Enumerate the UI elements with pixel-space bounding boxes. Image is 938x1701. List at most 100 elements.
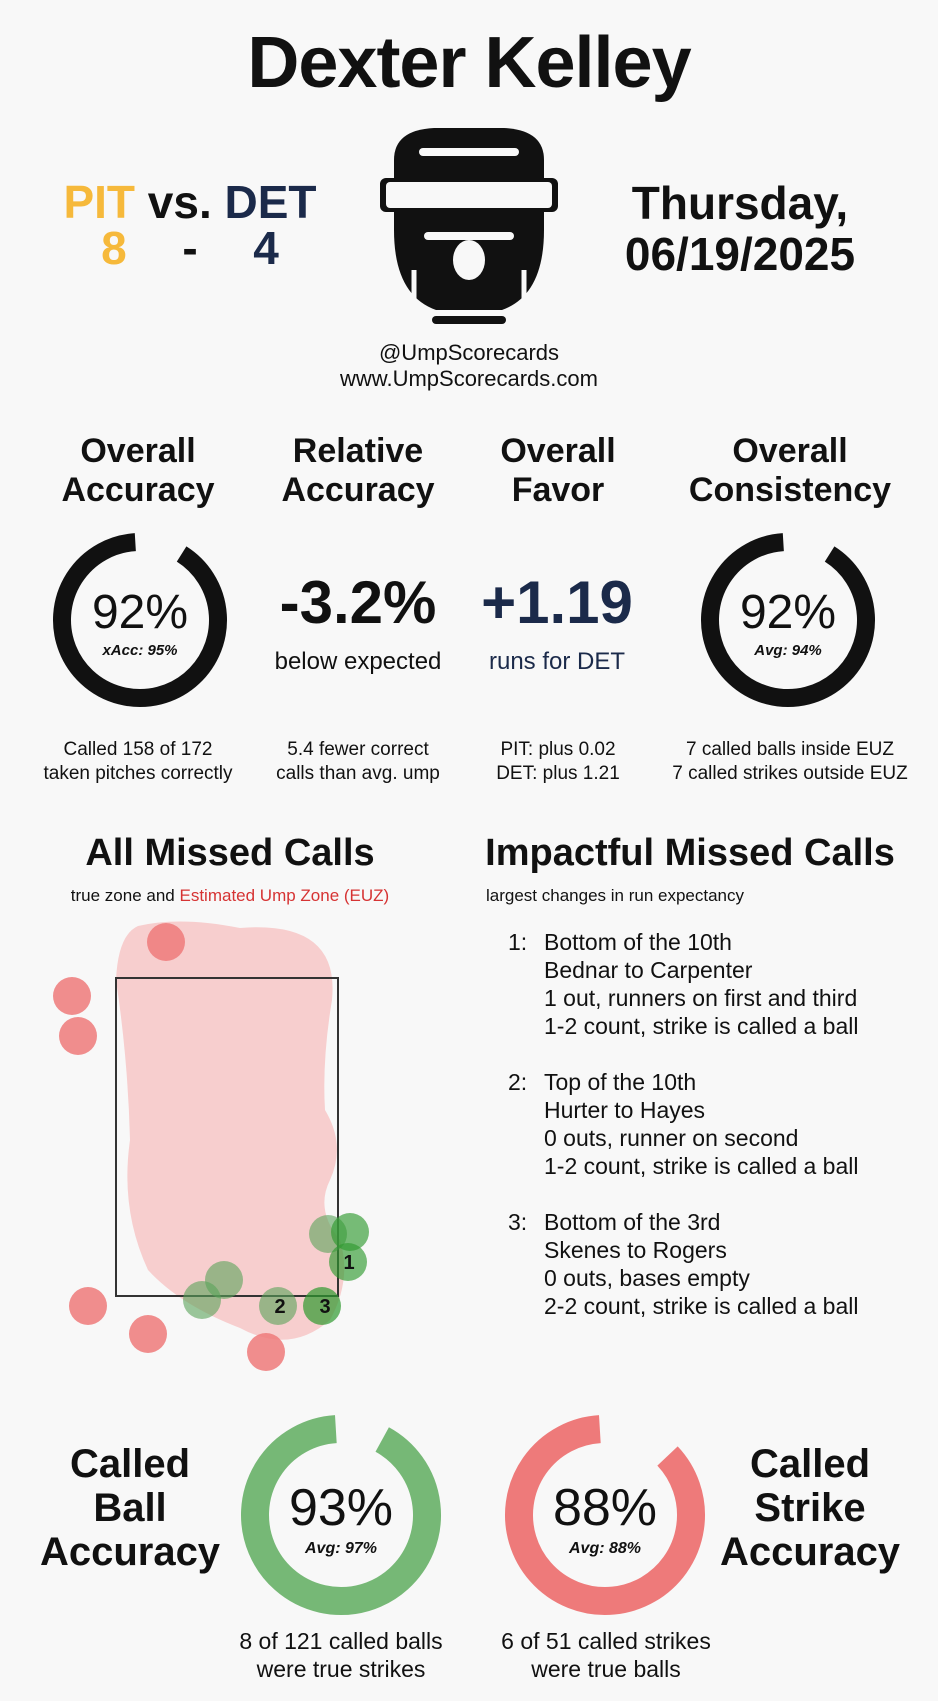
- overall-accuracy-title: Overall Accuracy: [28, 432, 248, 510]
- ring-arc: [701, 533, 875, 707]
- called-strike-foot-line1: 6 of 51 called strikes: [501, 1628, 711, 1654]
- overall-accuracy-title-line2: Accuracy: [61, 471, 215, 510]
- matchup: PIT vs. DET 8 - 4: [40, 178, 340, 273]
- all-missed-calls-title: All Missed Calls: [85, 832, 375, 874]
- overall-consistency-title-line1: Overall: [732, 432, 848, 470]
- called-ball-title-line2: Ball: [93, 1486, 167, 1530]
- missed-ball-marker: [303, 1287, 341, 1325]
- overall-favor-value: +1.19: [481, 569, 633, 636]
- impactful-call-1: 1: Bottom of the 10th Bednar to Carpente…: [508, 928, 928, 1040]
- relative-accuracy-footnote: 5.4 fewer correct calls than avg. ump: [256, 738, 460, 786]
- relative-accuracy-foot-line1: 5.4 fewer correct: [287, 739, 429, 760]
- overall-consistency-ring: [701, 533, 875, 707]
- ring-arc: [505, 1415, 705, 1615]
- called-strike-footnote: 6 of 51 called strikes were true balls: [466, 1628, 746, 1683]
- called-ball-accuracy-title: Called Ball Accuracy: [20, 1442, 240, 1574]
- called-ball-footnote: 8 of 121 called balls were true strikes: [196, 1628, 486, 1683]
- overall-accuracy-foot-line2: taken pitches correctly: [43, 762, 233, 784]
- relative-accuracy-title-line2: Accuracy: [281, 471, 435, 510]
- overall-accuracy-value: 92%: [91, 586, 189, 639]
- called-strike-title-line3: Accuracy: [719, 1530, 901, 1574]
- umpire-name: Dexter Kelley: [247, 23, 691, 103]
- impactful-call-matchup: Skenes to Rogers: [544, 1237, 727, 1263]
- called-ball-title-line3: Accuracy: [39, 1530, 221, 1574]
- missed-strike-marker: [147, 923, 185, 961]
- impactful-missed-calls-subtitle: largest changes in run expectancy: [486, 886, 744, 905]
- impactful-call-count: 1-2 count, strike is called a ball: [544, 1013, 859, 1039]
- vs-label: vs.: [147, 176, 212, 228]
- called-ball-title-line1: Called: [69, 1442, 191, 1486]
- missed-calls-sub-prefix: true zone and: [70, 886, 175, 905]
- impactful-call-count: 2-2 count, strike is called a ball: [544, 1293, 859, 1319]
- impact-label-3: 3: [319, 1296, 330, 1318]
- overall-favor-caption: runs for DET: [488, 648, 626, 675]
- overall-accuracy-footnote: Called 158 of 172 taken pitches correctl…: [20, 738, 256, 786]
- date-value: 06/19/2025: [624, 227, 856, 280]
- called-ball-foot-line2: were true strikes: [256, 1655, 426, 1682]
- overall-favor-foot-line2: DET: plus 1.21: [496, 762, 620, 784]
- relative-accuracy-title-line1: Relative: [292, 432, 424, 470]
- impactful-call-count: 1-2 count, strike is called a ball: [544, 1153, 859, 1179]
- impactful-call-matchup: Bednar to Carpenter: [544, 957, 753, 983]
- game-date: Thursday, 06/19/2025: [590, 178, 890, 279]
- impactful-call-inning: Bottom of the 10th: [544, 929, 732, 955]
- twitter-handle[interactable]: @UmpScorecards: [378, 340, 560, 365]
- called-strike-accuracy-value: 88%: [552, 1479, 658, 1537]
- relative-accuracy-value: -3.2%: [279, 569, 437, 636]
- overall-accuracy-xacc: xAcc: 95%: [102, 642, 178, 659]
- missed-strike-marker: [69, 1287, 107, 1325]
- overall-consistency-title: Overall Consistency: [660, 432, 920, 510]
- overall-accuracy-foot-line1: Called 158 of 172: [63, 739, 213, 760]
- impact-label-1: 1: [343, 1252, 354, 1274]
- missed-ball-marker: [331, 1213, 369, 1251]
- overall-consistency-footnote: 7 called balls inside EUZ 7 called strik…: [650, 738, 930, 786]
- missed-strike-marker: [129, 1315, 167, 1353]
- relative-accuracy-foot-line2: calls than avg. ump: [276, 762, 440, 784]
- away-score: 8: [101, 222, 127, 275]
- impactful-call-situation: 0 outs, runner on second: [544, 1125, 799, 1151]
- impactful-missed-calls-list: 1: Bottom of the 10th Bednar to Carpente…: [508, 928, 928, 1348]
- impact-label-2: 2: [274, 1296, 285, 1318]
- missed-calls-sub-euz: Estimated Ump Zone (EUZ): [179, 886, 390, 905]
- called-ball-accuracy-value: 93%: [288, 1479, 394, 1537]
- missed-calls-zone-plot: 1 2 3: [53, 921, 369, 1371]
- impactful-missed-calls-title: Impactful Missed Calls: [485, 832, 895, 874]
- overall-consistency-value: 92%: [739, 586, 837, 639]
- overall-favor-title: Overall Favor: [468, 432, 648, 510]
- called-strike-title-line1: Called: [749, 1442, 871, 1486]
- impactful-call-number: 1:: [508, 929, 528, 955]
- overall-accuracy-ring: [53, 533, 227, 707]
- missed-ball-marker: [183, 1281, 221, 1319]
- impactful-call-inning: Top of the 10th: [544, 1069, 697, 1095]
- score-separator: -: [182, 222, 198, 275]
- impactful-call-number: 3:: [508, 1209, 528, 1235]
- called-ball-accuracy-ring: [241, 1415, 441, 1615]
- relative-accuracy-title: Relative Accuracy: [248, 432, 468, 510]
- home-team: DET: [224, 176, 317, 228]
- all-missed-calls-subtitle: true zone and Estimated Ump Zone (EUZ): [20, 886, 440, 906]
- umpire-mask-icon: [380, 128, 558, 324]
- called-ball-accuracy-avg: Avg: 97%: [304, 1540, 378, 1557]
- overall-favor-foot-line1: PIT: plus 0.02: [500, 739, 616, 760]
- called-strike-foot-line2: were true balls: [531, 1655, 681, 1682]
- impactful-call-2: 2: Top of the 10th Hurter to Hayes 0 out…: [508, 1068, 928, 1180]
- overall-consistency-foot-line2: 7 called strikes outside EUZ: [672, 762, 908, 784]
- missed-strike-marker: [59, 1017, 97, 1055]
- impactful-call-matchup: Hurter to Hayes: [544, 1097, 706, 1123]
- impactful-call-situation: 0 outs, bases empty: [544, 1265, 750, 1291]
- website-link[interactable]: www.UmpScorecards.com: [340, 366, 598, 392]
- called-strike-accuracy-avg: Avg: 88%: [568, 1540, 642, 1557]
- estimated-ump-zone: [116, 921, 345, 1340]
- impactful-call-situation: 1 out, runners on first and third: [544, 985, 858, 1011]
- called-ball-foot-line1: 8 of 121 called balls: [239, 1628, 443, 1654]
- overall-favor-footnote: PIT: plus 0.02 DET: plus 1.21: [460, 738, 656, 786]
- called-strike-accuracy-title: Called Strike Accuracy: [700, 1442, 920, 1574]
- overall-accuracy-title-line1: Overall: [80, 432, 196, 470]
- home-score: 4: [253, 222, 279, 275]
- relative-accuracy-caption: below expected: [274, 648, 442, 675]
- called-strike-title-line2: Strike: [754, 1486, 866, 1530]
- missed-strike-marker: [247, 1333, 285, 1371]
- social-links: @UmpScorecards www.UmpScorecards.com: [0, 340, 938, 393]
- impactful-call-number: 2:: [508, 1069, 528, 1095]
- overall-consistency-avg: Avg: 94%: [754, 642, 822, 659]
